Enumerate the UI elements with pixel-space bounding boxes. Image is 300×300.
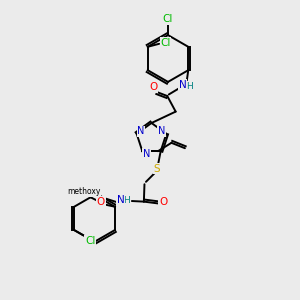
Text: S: S xyxy=(154,164,160,174)
Text: Cl: Cl xyxy=(163,14,173,24)
Text: N: N xyxy=(117,195,124,205)
Text: O: O xyxy=(149,82,157,92)
Text: H: H xyxy=(186,82,193,91)
Text: O: O xyxy=(159,197,167,207)
Text: N: N xyxy=(143,148,150,159)
Text: Cl: Cl xyxy=(160,38,171,48)
Text: Cl: Cl xyxy=(85,236,95,246)
Text: N: N xyxy=(158,126,165,136)
Text: H: H xyxy=(123,196,130,205)
Text: N: N xyxy=(137,126,145,136)
Text: methoxy: methoxy xyxy=(68,187,101,196)
Text: O: O xyxy=(97,197,105,207)
Text: N: N xyxy=(179,80,187,90)
